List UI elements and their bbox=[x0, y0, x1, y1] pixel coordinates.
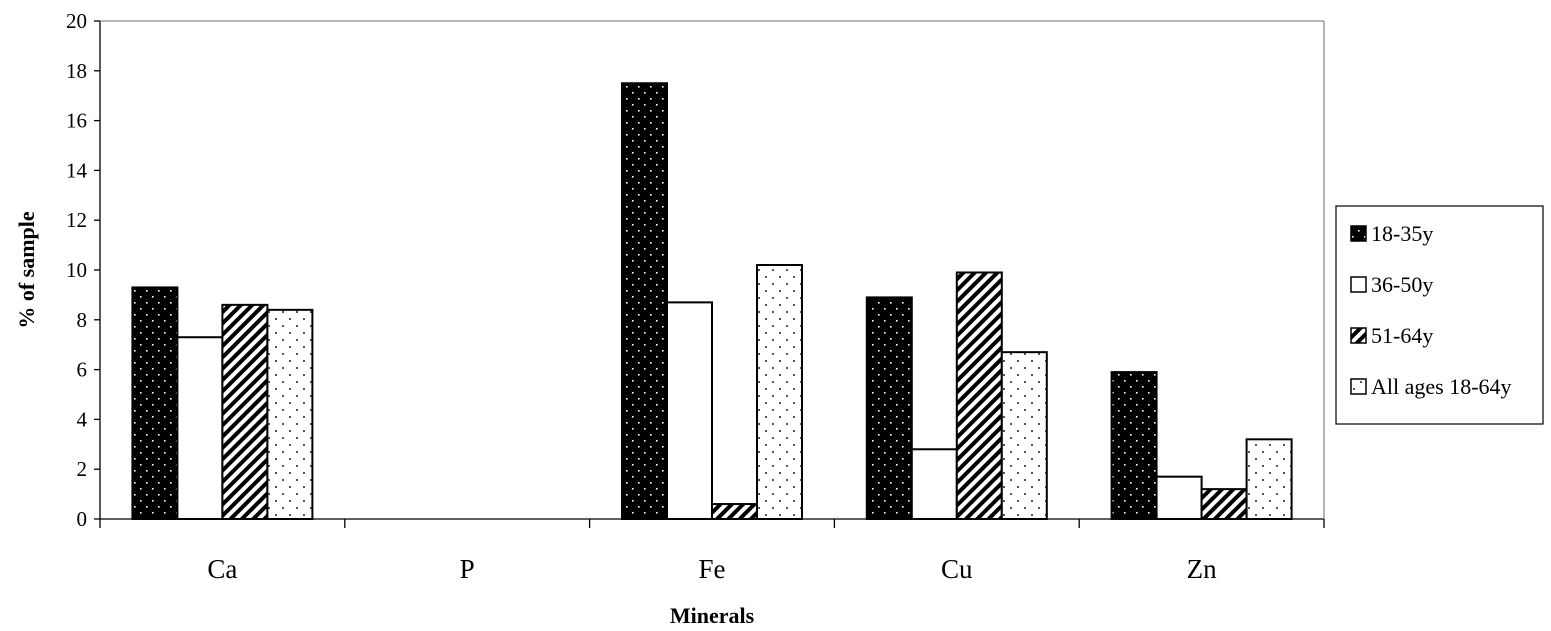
bar-51-64y-ca bbox=[221, 303, 269, 520]
y-tick-label: 6 bbox=[77, 358, 88, 382]
bar-18-35y-cu bbox=[865, 296, 913, 521]
legend-label: All ages 18-64y bbox=[1371, 374, 1512, 399]
category-label: Fe bbox=[699, 554, 726, 584]
bar-36-50y-ca bbox=[176, 336, 224, 521]
bar-36-50y-zn bbox=[1155, 475, 1203, 521]
bar-all-ages-18-64y-cu bbox=[1000, 351, 1048, 521]
category-label: P bbox=[460, 554, 475, 584]
y-tick-label: 0 bbox=[77, 507, 88, 531]
y-axis-ticks: 0 2 4 6 8 10 12 14 16 18 20 bbox=[66, 9, 100, 531]
category-label: Cu bbox=[941, 554, 973, 584]
y-tick-label: 14 bbox=[66, 158, 88, 182]
legend-box bbox=[1335, 205, 1544, 425]
bar-18-35y-zn bbox=[1110, 371, 1158, 520]
legend-swatch bbox=[1350, 225, 1367, 242]
bar-36-50y-cu bbox=[910, 448, 958, 520]
bar-18-35y-ca bbox=[131, 286, 179, 520]
bar-51-64y-zn bbox=[1200, 488, 1248, 520]
bar-all-ages-18-64y-ca bbox=[266, 308, 314, 520]
legend: 18-35y 36-50y 51-64y All ages 18-64y bbox=[1335, 205, 1544, 425]
x-axis-ticks: Ca P Fe Cu Zn bbox=[99, 519, 1325, 584]
bar-all-ages-18-64y-zn bbox=[1245, 438, 1293, 521]
legend-label: 18-35y bbox=[1371, 221, 1433, 246]
y-axis-title: % of sample bbox=[14, 211, 39, 329]
legend-swatch bbox=[1350, 378, 1367, 395]
legend-label: 51-64y bbox=[1371, 323, 1433, 348]
category-label: Zn bbox=[1187, 554, 1217, 584]
y-tick-label: 18 bbox=[66, 59, 87, 83]
legend-swatch bbox=[1350, 276, 1367, 293]
y-tick-label: 8 bbox=[77, 308, 88, 332]
category-label: Ca bbox=[207, 554, 237, 584]
bar-18-35y-fe bbox=[621, 82, 668, 520]
bar-36-50y-fe bbox=[666, 301, 713, 520]
y-tick-label: 4 bbox=[77, 407, 88, 431]
x-axis-title: Minerals bbox=[670, 603, 755, 628]
bar-51-64y-cu bbox=[955, 271, 1003, 520]
bar-all-ages-18-64y-fe bbox=[756, 264, 803, 520]
legend-swatch bbox=[1350, 327, 1367, 344]
bars-group bbox=[131, 82, 1293, 521]
y-tick-label: 16 bbox=[66, 109, 87, 133]
y-tick-label: 12 bbox=[66, 208, 87, 232]
y-tick-label: 20 bbox=[66, 9, 87, 33]
legend-label: 36-50y bbox=[1371, 272, 1433, 297]
y-tick-label: 2 bbox=[77, 457, 88, 481]
y-tick-label: 10 bbox=[66, 258, 87, 282]
bar-51-64y-fe bbox=[711, 503, 758, 520]
